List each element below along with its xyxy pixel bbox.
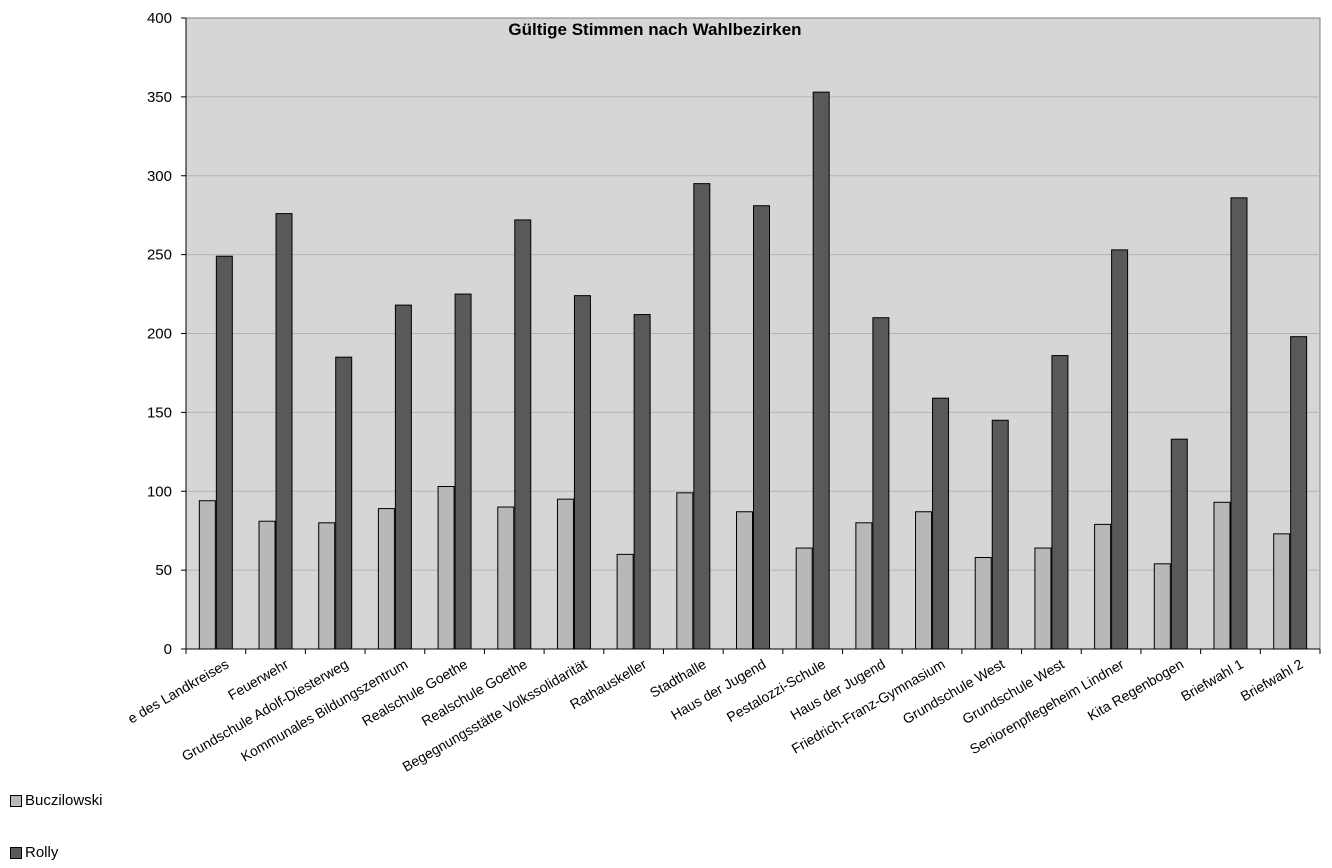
bar-rolly	[335, 356, 353, 650]
legend-label-buczilowski: Buczilowski	[25, 792, 103, 809]
y-tick-label: 200	[147, 326, 172, 343]
bar-rolly	[1290, 336, 1308, 650]
x-tick-label: Grundschule West	[900, 656, 1008, 727]
bar-rolly	[991, 419, 1009, 650]
bar-buczilowski	[377, 508, 395, 650]
legend-swatch-rolly	[10, 846, 22, 859]
y-tick-label: 300	[147, 168, 172, 185]
bar-buczilowski	[1153, 563, 1171, 650]
x-tick-label: Realschule Goethe	[359, 656, 470, 730]
y-axis: 0 50 100 150 200 250 300 350 400	[147, 10, 187, 658]
bar-buczilowski	[556, 498, 574, 650]
bar-buczilowski	[616, 553, 634, 650]
legend-label-rolly: Rolly	[25, 844, 59, 861]
y-tick-label: 0	[164, 641, 172, 658]
y-tick-label: 400	[147, 10, 172, 27]
bar-rolly	[753, 205, 770, 650]
bar-rolly	[1230, 197, 1248, 650]
bar-rolly	[1111, 249, 1129, 650]
bar-rolly	[693, 183, 711, 650]
y-tick-label: 250	[147, 247, 172, 264]
legend-swatch-buczilowski	[10, 794, 22, 807]
bar-rolly	[633, 314, 651, 650]
bar-rolly	[573, 295, 591, 650]
bar-rolly	[514, 219, 532, 650]
bar-buczilowski	[974, 557, 992, 650]
bar-buczilowski	[437, 486, 455, 650]
y-tick-label: 50	[155, 562, 172, 579]
bar-buczilowski	[736, 511, 753, 650]
legend-item-buczilowski: Buczilowski	[10, 792, 103, 809]
bar-rolly	[275, 213, 293, 650]
bar-buczilowski	[1034, 547, 1052, 650]
bar-buczilowski	[318, 522, 336, 650]
bar-buczilowski	[676, 492, 694, 650]
bar-rolly	[215, 255, 233, 650]
bar-buczilowski	[1094, 523, 1112, 650]
bar-rolly	[454, 293, 472, 650]
bar-buczilowski	[915, 511, 933, 650]
bar-rolly	[394, 304, 412, 650]
bar-rolly	[812, 91, 830, 650]
x-tick-label: e des Landkreises	[125, 656, 231, 727]
bar-rolly	[1051, 355, 1069, 650]
y-tick-label: 150	[147, 404, 172, 421]
bar-rolly	[1170, 438, 1188, 650]
x-tick-label: Briefwahl 1	[1178, 656, 1246, 705]
legend-item-rolly: Rolly	[10, 844, 58, 861]
bar-buczilowski	[1213, 501, 1231, 650]
x-tick-label: Briefwahl 2	[1238, 656, 1306, 705]
chart-title: Gültige Stimmen nach Wahlbezirken	[508, 20, 801, 39]
bar-rolly	[872, 317, 890, 650]
bar-buczilowski	[198, 500, 216, 650]
bar-buczilowski	[1273, 533, 1291, 650]
bar-rolly	[932, 397, 950, 650]
bar-buczilowski	[855, 522, 873, 650]
y-tick-label: 350	[147, 89, 172, 106]
bar-buczilowski	[258, 520, 276, 650]
x-tick-label: Pestalozzi-Schule	[724, 656, 829, 726]
bar-buczilowski	[795, 547, 813, 650]
y-tick-label: 100	[147, 483, 172, 500]
bar-buczilowski	[497, 506, 515, 650]
